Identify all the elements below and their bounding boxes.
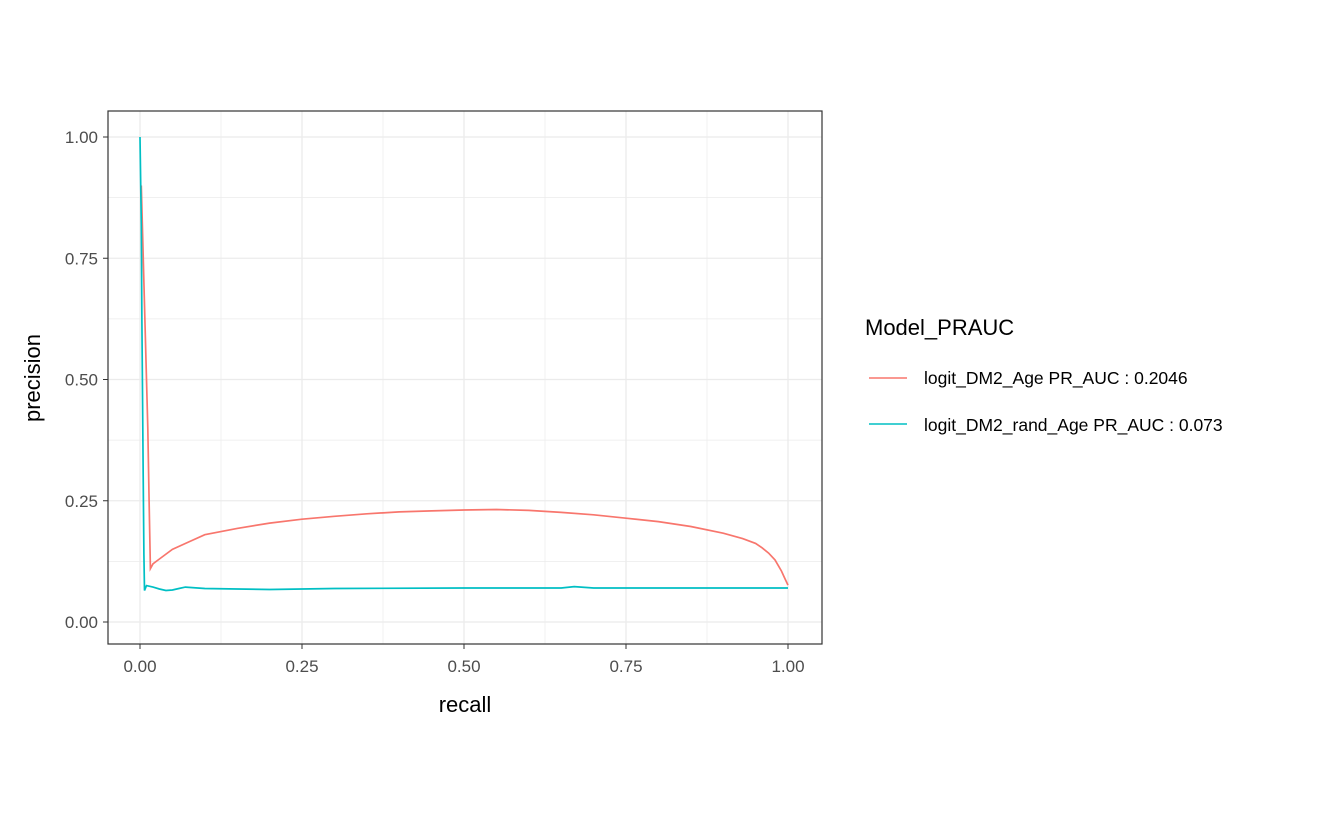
series-line-0 [140,185,789,586]
x-tick-label: 0.25 [285,657,318,676]
y-axis-label: precision [20,334,45,422]
legend-title: Model_PRAUC [865,315,1014,340]
legend-label-0: logit_DM2_Age PR_AUC : 0.2046 [924,368,1188,389]
x-tick-label: 1.00 [771,657,804,676]
series-line-1 [139,136,788,592]
x-tick-label: 0.00 [123,657,156,676]
x-tick-label: 0.50 [447,657,480,676]
y-tick-label: 0.75 [65,249,98,268]
panel-border [107,110,823,645]
x-tick-label: 0.75 [609,657,642,676]
y-axis: 0.00 0.25 0.50 0.75 1.00 [65,128,108,632]
grid-lines [108,111,822,644]
x-axis-label: recall [439,692,492,717]
series-lines [139,136,789,592]
legend: Model_PRAUC logit_DM2_Age PR_AUC : 0.204… [865,315,1223,436]
y-tick-label: 0.00 [65,613,98,632]
plot-panel [108,111,822,644]
legend-label-1: logit_DM2_rand_Age PR_AUC : 0.073 [924,415,1223,436]
y-tick-label: 0.50 [65,371,98,390]
x-axis: 0.00 0.25 0.50 0.75 1.00 [123,644,805,676]
y-tick-label: 1.00 [65,128,98,147]
y-tick-label: 0.25 [65,492,98,511]
